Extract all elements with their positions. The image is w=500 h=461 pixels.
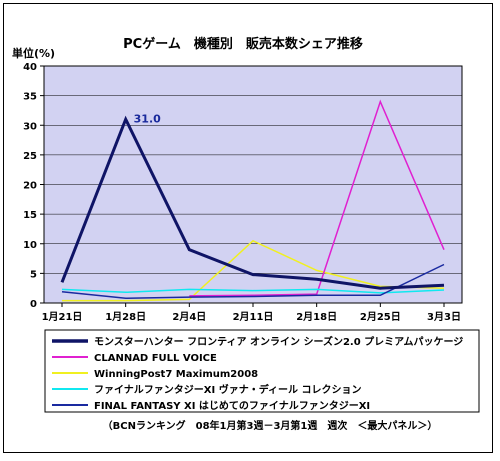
series-line <box>189 99 445 297</box>
series-line <box>61 288 445 294</box>
y-tick-label: 20 <box>23 181 37 192</box>
x-tick-label: 2月18日 <box>296 311 337 323</box>
y-axis-unit-label: 単位(%) <box>12 46 55 60</box>
legend <box>44 329 480 413</box>
x-tick-label: 3月3日 <box>427 311 461 323</box>
legend-label: FINAL FANTASY XI はじめてのファイナルファンタジーXI <box>94 400 370 412</box>
x-tick-label: 2月25日 <box>360 311 401 323</box>
x-tick-label: 2月4日 <box>172 311 206 323</box>
x-tick-label: 1月28日 <box>105 311 146 323</box>
series-line <box>62 239 445 302</box>
chart-title: PCゲーム 機種別 販売本数シェア推移 <box>123 36 363 52</box>
y-tick-label: 0 <box>30 299 37 310</box>
y-tick-label: 40 <box>23 62 37 73</box>
legend-label: WinningPost7 Maximum2008 <box>94 369 258 380</box>
series-line <box>61 263 445 300</box>
y-tick-label: 15 <box>23 210 37 221</box>
source-note: （BCNランキング 08年1月第3週－3月第1週 週次 ＜最大パネル＞） <box>103 419 438 432</box>
legend-label: ファイナルファンタジーXI ヴァナ・ディール コレクション <box>94 383 362 396</box>
series-line <box>60 115 445 290</box>
legend-entries: モンスターハンター フロンティア オンライン シーズン2.0 プレミアムパッケー… <box>52 335 463 412</box>
y-tick-label: 10 <box>23 240 37 251</box>
data-label: 31.0 <box>134 112 161 125</box>
x-tick-label: 1月21日 <box>42 311 83 323</box>
y-tick-label: 35 <box>23 92 37 103</box>
y-tick-label: 5 <box>30 269 37 280</box>
x-axis-ticks: 1月21日 1月28日 2月4日 2月11日 2月18日 2月25日 3月3日 <box>42 303 461 323</box>
data-labels: 31.0 <box>134 112 161 125</box>
y-axis-ticks: 0 5 10 15 20 25 30 35 40 <box>23 62 44 310</box>
gridlines <box>44 95 462 274</box>
y-tick-label: 25 <box>23 151 37 162</box>
series-lines <box>60 99 445 302</box>
y-tick-label: 30 <box>23 121 37 132</box>
x-tick-label: 2月11日 <box>233 311 274 323</box>
legend-label: モンスターハンター フロンティア オンライン シーズン2.0 プレミアムパッケー… <box>94 335 463 348</box>
legend-label: CLANNAD FULL VOICE <box>94 353 217 364</box>
